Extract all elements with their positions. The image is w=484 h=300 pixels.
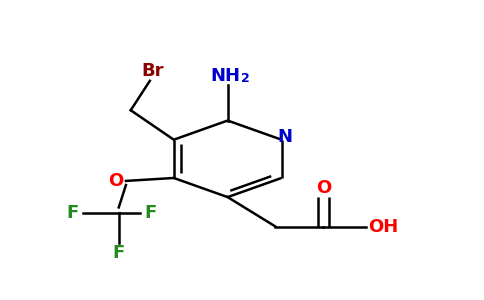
Text: F: F — [66, 204, 78, 222]
Text: O: O — [108, 172, 123, 190]
Text: 2: 2 — [242, 72, 250, 85]
Text: O: O — [316, 179, 331, 197]
Text: N: N — [278, 128, 293, 146]
Text: Br: Br — [141, 62, 164, 80]
Text: F: F — [113, 244, 125, 262]
Text: NH: NH — [210, 68, 240, 85]
Text: F: F — [145, 204, 157, 222]
Text: OH: OH — [368, 218, 398, 236]
